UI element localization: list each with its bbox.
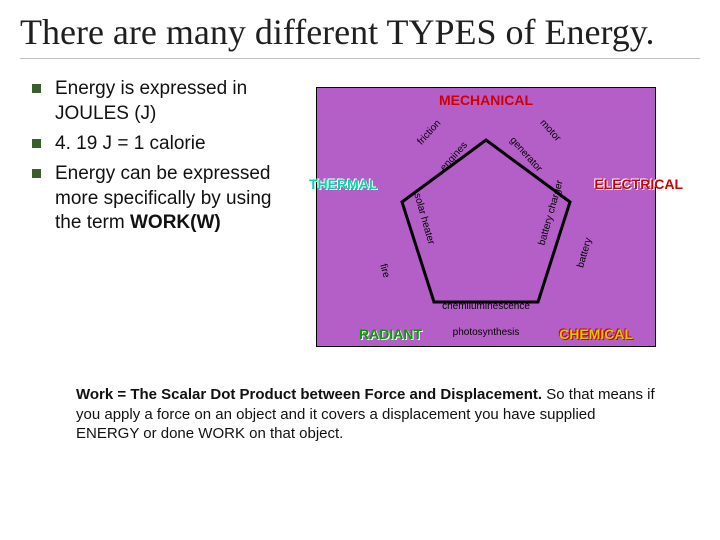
edge-label-chemilum: chemiluminescence — [442, 302, 530, 312]
bullet-icon — [32, 84, 41, 93]
bullet-text: Energy is expressed in JOULES (J) — [55, 77, 280, 126]
diagram-background: MECHANICAL THERMAL ELECTRICAL RADIANT CH… — [316, 87, 656, 347]
node-thermal: THERMAL — [309, 176, 377, 192]
edge-label-fire: fire — [377, 263, 390, 279]
list-item: Energy is expressed in JOULES (J) — [32, 77, 280, 126]
bullet-strong: WORK(W) — [130, 212, 221, 233]
bullet-text: Energy can be expressed more specificall… — [55, 162, 280, 235]
node-radiant: RADIANT — [359, 326, 422, 342]
content-row: Energy is expressed in JOULES (J) 4. 19 … — [20, 77, 700, 357]
node-electrical: ELECTRICAL — [594, 176, 683, 192]
slide: There are many different TYPES of Energy… — [0, 0, 720, 540]
node-mechanical: MECHANICAL — [439, 92, 533, 108]
bullet-icon — [32, 139, 41, 148]
footer-paragraph: Work = The Scalar Dot Product between Fo… — [20, 385, 700, 443]
edge-label-photosyn: photosynthesis — [453, 328, 520, 338]
bullet-text: 4. 19 J = 1 calorie — [55, 132, 206, 156]
bullet-list: Energy is expressed in JOULES (J) 4. 19 … — [20, 77, 280, 241]
list-item: 4. 19 J = 1 calorie — [32, 132, 280, 156]
energy-types-diagram: MECHANICAL THERMAL ELECTRICAL RADIANT CH… — [294, 77, 674, 357]
slide-title: There are many different TYPES of Energy… — [20, 12, 700, 59]
list-item: Energy can be expressed more specificall… — [32, 162, 280, 235]
edge-label-battery: battery — [577, 237, 595, 269]
bullet-icon — [32, 169, 41, 178]
node-chemical: CHEMICAL — [559, 326, 633, 342]
footer-lead: Work = The Scalar Dot Product between Fo… — [76, 386, 542, 403]
